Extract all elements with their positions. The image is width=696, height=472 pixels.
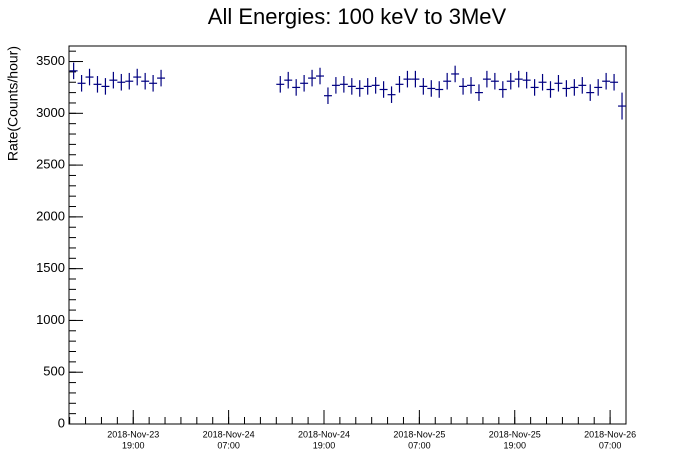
x-tick-label: 07:00 — [217, 440, 240, 450]
x-tick-label: 07:00 — [408, 440, 431, 450]
data-point — [379, 81, 388, 98]
y-axis-label: Rate(Counts/hour) — [5, 46, 21, 161]
data-point — [355, 80, 364, 97]
data-point — [586, 84, 595, 101]
data-point — [522, 71, 531, 89]
data-point — [85, 68, 94, 86]
data-point — [602, 72, 611, 90]
data-point — [467, 77, 475, 94]
data-point — [141, 72, 150, 90]
x-tick-label: 19:00 — [503, 440, 526, 450]
data-point — [435, 81, 444, 98]
data-point — [570, 79, 579, 96]
data-point — [308, 69, 317, 87]
data-point — [618, 92, 626, 120]
x-tick-label: 2018-Nov-25 — [489, 429, 541, 439]
data-point — [403, 70, 412, 88]
data-point — [610, 73, 619, 91]
data-point — [331, 77, 340, 94]
data-point — [443, 72, 452, 90]
data-point — [101, 78, 110, 95]
data-point — [347, 78, 356, 95]
y-tick-label: 2500 — [36, 157, 65, 172]
y-tick-label: 500 — [43, 364, 65, 379]
data-point — [339, 76, 348, 93]
y-tick-label: 2000 — [36, 208, 65, 223]
data-point — [578, 77, 587, 94]
data-point — [157, 69, 166, 87]
data-point — [125, 72, 134, 90]
data-point — [109, 71, 118, 89]
x-tick-label: 19:00 — [122, 440, 145, 450]
data-point — [292, 79, 301, 96]
x-tick-label: 2018-Nov-23 — [107, 429, 159, 439]
data-point — [395, 76, 404, 93]
data-point — [316, 67, 324, 85]
data-point — [276, 76, 285, 93]
x-tick-label: 19:00 — [313, 440, 336, 450]
x-tick-label: 07:00 — [599, 440, 622, 450]
data-point — [506, 72, 515, 90]
chart-title: All Energies: 100 keV to 3MeV — [208, 4, 507, 29]
y-tick-label: 0 — [58, 415, 65, 430]
data-point — [133, 68, 142, 86]
data-point — [93, 76, 102, 93]
data-point — [117, 73, 126, 91]
y-tick-label: 3000 — [36, 105, 65, 120]
data-point — [427, 80, 436, 97]
y-tick-label: 3500 — [36, 53, 65, 68]
data-point — [546, 81, 555, 98]
data-point — [530, 79, 539, 96]
x-tick-label: 2018-Nov-24 — [298, 429, 350, 439]
data-point — [594, 79, 603, 96]
data-point — [490, 72, 499, 90]
data-point — [387, 86, 396, 103]
data-point — [300, 74, 309, 92]
plot-frame — [68, 45, 627, 425]
x-tick-label: 2018-Nov-25 — [393, 429, 445, 439]
data-point — [482, 70, 491, 88]
y-tick-label: 1000 — [36, 312, 65, 327]
data-point — [363, 78, 372, 95]
data-point — [459, 78, 468, 95]
data-point — [538, 73, 547, 91]
data-point — [149, 74, 158, 92]
data-point — [69, 62, 78, 80]
x-tick-label: 2018-Nov-26 — [584, 429, 636, 439]
data-point — [474, 84, 483, 101]
data-point — [323, 87, 332, 104]
data-point — [514, 70, 523, 88]
data-point — [554, 74, 563, 92]
data-point — [451, 65, 460, 83]
data-point — [411, 70, 420, 88]
data-point — [498, 81, 507, 98]
data-point — [419, 78, 428, 95]
data-point — [284, 71, 293, 89]
data-point — [77, 74, 86, 92]
data-point — [371, 77, 380, 94]
x-tick-label: 2018-Nov-24 — [203, 429, 255, 439]
data-point — [562, 80, 571, 97]
y-tick-label: 1500 — [36, 260, 65, 275]
